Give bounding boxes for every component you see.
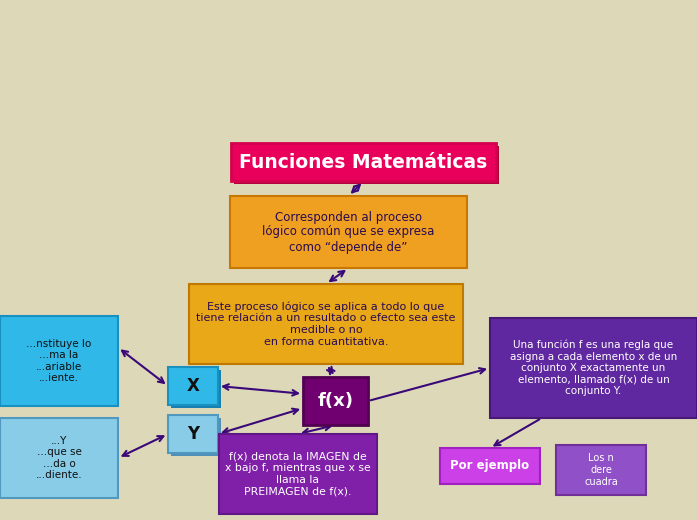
FancyBboxPatch shape: [440, 448, 540, 484]
FancyBboxPatch shape: [490, 318, 697, 418]
FancyBboxPatch shape: [231, 143, 496, 181]
FancyBboxPatch shape: [230, 196, 467, 268]
Text: Este proceso lógico se aplica a todo lo que
tiene relación a un resultado o efec: Este proceso lógico se aplica a todo lo …: [197, 302, 456, 347]
FancyBboxPatch shape: [303, 377, 368, 425]
Text: f(x) denota la IMAGEN de
x bajo f, mientras que x se
llama la
PREIMAGEN de f(x).: f(x) denota la IMAGEN de x bajo f, mient…: [225, 451, 371, 497]
Text: f(x): f(x): [318, 392, 353, 410]
Text: X: X: [187, 377, 199, 395]
Text: Corresponden al proceso
lógico común que se expresa
como “depende de”: Corresponden al proceso lógico común que…: [262, 211, 435, 253]
FancyBboxPatch shape: [171, 370, 221, 408]
Text: Y: Y: [187, 425, 199, 443]
Text: Una función f es una regla que
asigna a cada elemento x de un
conjunto X exactam: Una función f es una regla que asigna a …: [510, 340, 677, 396]
FancyBboxPatch shape: [171, 418, 221, 456]
FancyBboxPatch shape: [0, 418, 118, 498]
Text: Los n
dere
cuadra: Los n dere cuadra: [584, 453, 618, 487]
FancyBboxPatch shape: [0, 316, 118, 406]
FancyBboxPatch shape: [168, 415, 218, 453]
FancyBboxPatch shape: [219, 434, 377, 514]
FancyBboxPatch shape: [189, 284, 463, 364]
FancyBboxPatch shape: [556, 445, 646, 495]
Text: ...Y
...que se
...da o
...diente.: ...Y ...que se ...da o ...diente.: [36, 436, 82, 480]
FancyBboxPatch shape: [168, 367, 218, 405]
Text: Funciones Matemáticas: Funciones Matemáticas: [239, 152, 488, 172]
Text: Por ejemplo: Por ejemplo: [450, 460, 530, 473]
FancyBboxPatch shape: [234, 146, 499, 184]
Text: ...nstituye lo
...ma la
...ariable
...iente.: ...nstituye lo ...ma la ...ariable ...ie…: [26, 339, 91, 383]
